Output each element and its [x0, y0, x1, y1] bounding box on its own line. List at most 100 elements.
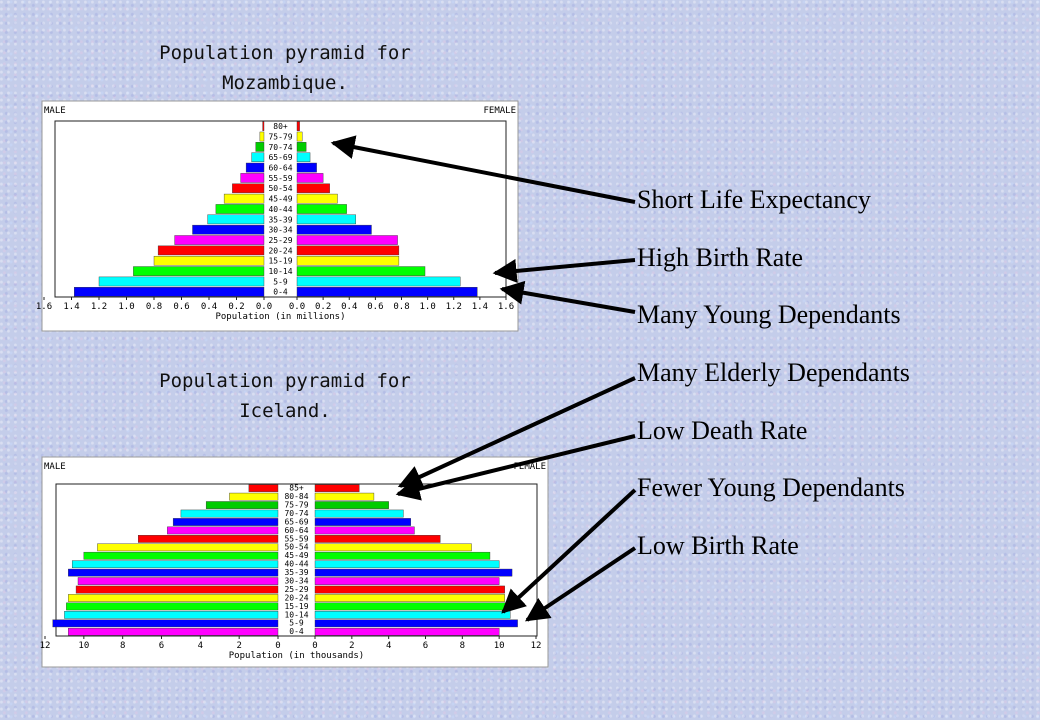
iceland-male-bar	[68, 594, 279, 602]
mozambique-female-bar	[296, 224, 372, 235]
iceland-age-label: 0-4	[289, 627, 304, 636]
mozambique-male-bar	[133, 266, 265, 276]
mozambique-age-label: 65-69	[268, 153, 292, 162]
mozambique-male-bar	[215, 204, 265, 214]
mozambique-female-bar	[296, 131, 303, 142]
mozambique-female-bar	[296, 276, 461, 287]
iceland-age-label: 80-84	[284, 492, 308, 501]
mozambique-age-label: 25-29	[268, 236, 292, 245]
iceland-female-bar	[314, 509, 404, 518]
iceland-age-label: 60-64	[284, 526, 308, 535]
mozambique-age-label: 75-79	[268, 132, 292, 141]
iceland-female-bar	[314, 518, 411, 526]
mozambique-male-bar	[245, 162, 265, 173]
iceland-female-bar	[314, 627, 500, 636]
iceland-male-bar	[172, 518, 279, 526]
annotation-many-elderly-dependants: Many Elderly Dependants	[637, 358, 910, 387]
iceland-age-label: 30-34	[284, 576, 308, 585]
iceland-tick-label: 12	[531, 641, 542, 651]
iceland-age-label: 35-39	[284, 568, 308, 577]
mozambique-age-label: 35-39	[268, 215, 292, 224]
mozambique-male-bar	[262, 121, 265, 131]
mozambique-female-bar	[296, 152, 311, 163]
iceland-male-bar	[137, 535, 279, 543]
iceland-tick-label: 12	[40, 641, 51, 651]
mozambique-tick-label: 0.6	[367, 302, 383, 312]
iceland-age-label: 45-49	[284, 551, 308, 560]
mozambique-age-label: 30-34	[268, 226, 292, 235]
mozambique-female-bar	[296, 162, 317, 173]
iceland-age-label: 55-59	[284, 534, 308, 543]
mozambique-age-label: 20-24	[268, 246, 292, 255]
iceland-age-label: 15-19	[284, 602, 308, 611]
iceland-male-bar	[205, 501, 279, 509]
mozambique-male-bar	[232, 183, 265, 194]
iceland-male-bar	[167, 526, 279, 535]
iceland-female-bar	[314, 577, 500, 585]
annotation-short-life-expectancy: Short Life Expectancy	[637, 185, 871, 214]
iceland-female-bar	[314, 568, 513, 577]
iceland-male-bar	[97, 543, 279, 552]
mozambique-female-bar	[296, 245, 400, 256]
iceland-tick-label: 10	[78, 641, 89, 651]
mozambique-tick-label: 0.6	[173, 302, 189, 312]
iceland-tick-label: 0	[275, 641, 280, 651]
arrow-short-life-expectancy	[330, 135, 636, 204]
iceland-male-bar	[64, 611, 279, 619]
iceland-female-bar	[314, 543, 472, 552]
mozambique-female-bar	[296, 255, 400, 266]
mozambique-female-bar	[296, 183, 330, 194]
annotation-low-death-rate: Low Death Rate	[637, 416, 808, 445]
iceland-age-label: 10-14	[284, 610, 308, 619]
arrow-fewer-young-dependants	[501, 488, 637, 614]
iceland-age-label: 70-74	[284, 509, 308, 518]
mozambique-male-bar	[74, 287, 265, 297]
iceland-male-label: MALE	[44, 462, 66, 472]
annotation-high-birth-rate: High Birth Rate	[637, 243, 804, 272]
mozambique-male-bar	[157, 245, 265, 256]
arrow-low-birth-rate	[525, 546, 637, 622]
iceland-age-label: 25-29	[284, 585, 308, 594]
arrow-high-birth-rate	[492, 258, 636, 283]
iceland-male-bar	[66, 602, 279, 611]
mozambique-age-label: 50-54	[268, 184, 292, 193]
mozambique-tick-label: 0.0	[289, 302, 305, 312]
mozambique-age-label: 80+	[273, 122, 288, 131]
iceland-male-bar	[229, 492, 279, 501]
mozambique-age-label: 55-59	[268, 174, 292, 183]
mozambique-age-label: 0-4	[273, 288, 288, 297]
mozambique-male-bar	[255, 142, 265, 152]
mozambique-tick-label: 0.2	[315, 302, 331, 312]
mozambique-female-bar	[296, 193, 338, 204]
iceland-tick-label: 10	[494, 641, 505, 651]
iceland-female-bar	[314, 535, 441, 543]
mozambique-age-label: 60-64	[268, 163, 292, 172]
iceland-female-bar	[314, 619, 518, 628]
mozambique-tick-label: 0.4	[341, 302, 357, 312]
iceland-tick-label: 4	[386, 641, 391, 651]
mozambique-title-line2: Mozambique.	[222, 72, 348, 94]
mozambique-tick-label: 1.2	[91, 302, 107, 312]
iceland-tick-label: 8	[120, 641, 125, 651]
iceland-tick-label: 4	[198, 641, 203, 651]
mozambique-female-bar	[296, 121, 300, 131]
mozambique-female-bar	[296, 266, 426, 276]
mozambique-tick-label: 1.6	[498, 302, 514, 312]
mozambique-plot-box	[54, 120, 507, 298]
mozambique-female-label: FEMALE	[483, 106, 516, 116]
annotation-many-young-dependants: Many Young Dependants	[637, 300, 901, 329]
mozambique-female-bar	[296, 142, 307, 152]
iceland-age-label: 20-24	[284, 593, 308, 602]
mozambique-tick-label: 0.0	[256, 302, 272, 312]
iceland-tick-label: 6	[159, 641, 164, 651]
mozambique-male-bar	[207, 214, 265, 225]
iceland-female-bar	[314, 484, 360, 493]
iceland-male-bar	[68, 627, 279, 636]
mozambique-female-bar	[296, 235, 398, 245]
iceland-female-bar	[314, 611, 511, 619]
mozambique-tick-label: 1.6	[36, 302, 52, 312]
iceland-tick-label: 2	[236, 641, 241, 651]
mozambique-tick-label: 0.4	[201, 302, 217, 312]
